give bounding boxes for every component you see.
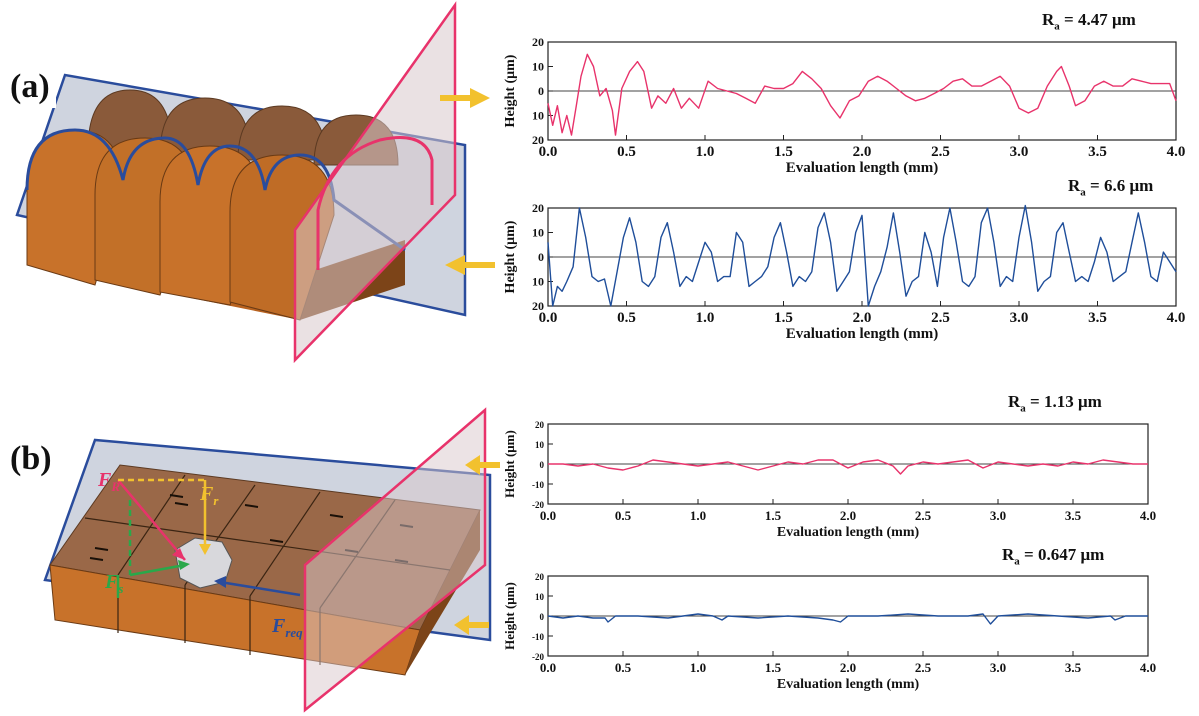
series-line xyxy=(547,613,1148,625)
x-axis-label: Evaluation length (mm) xyxy=(786,326,939,342)
x-tick-label: 2.5 xyxy=(931,144,950,160)
x-tick-label: 0.0 xyxy=(540,660,556,675)
x-tick-label: 0.0 xyxy=(540,508,556,523)
series-line xyxy=(547,204,1177,307)
force-label-fs: Fs xyxy=(104,571,123,596)
y-tick-label: 0 xyxy=(538,250,544,264)
x-tick-label: 3.5 xyxy=(1065,660,1082,675)
roughness-chart-1: 0.0 0.5 1.0 1.5 2.0 2.5 3.0 3.5 4.0 20 10 0 10 20 Eval… xyxy=(503,35,1186,176)
x-axis-label: Evaluation length (mm) xyxy=(777,525,920,540)
x-tick-label: 1.5 xyxy=(765,660,782,675)
ra-label-1: Ra = 4.47 μm xyxy=(1042,10,1136,33)
panel-b-illustration: FR Fr Fs Freq xyxy=(43,407,500,713)
x-axis-label: Evaluation length (mm) xyxy=(777,677,920,692)
pink-profile-outline xyxy=(316,136,434,270)
y-tick-label: 10 xyxy=(532,109,544,123)
x-tick-label: 3.0 xyxy=(990,660,1006,675)
y-tick-label: 0 xyxy=(540,460,545,470)
x-tick-label: 4.0 xyxy=(1140,508,1156,523)
force-label-ft: Fr xyxy=(199,483,219,508)
y-tick-label: 0 xyxy=(538,84,544,98)
panel-b-label: (b) xyxy=(4,438,58,480)
panel-a-label: (a) xyxy=(4,66,56,108)
ra-label-3: Ra = 1.13 μm xyxy=(1008,392,1102,415)
y-tick-label: 20 xyxy=(535,420,545,430)
x-tick-label: 3.0 xyxy=(1010,310,1029,326)
roughness-chart-3: 0.0 0.5 1.0 1.5 2.0 2.5 3.0 3.5 4.0 20 10 0 -10 -20 Ev… xyxy=(502,420,1156,540)
pink-section-plane-b xyxy=(303,407,487,713)
pink-section-plane xyxy=(293,1,457,364)
x-tick-label: 0.5 xyxy=(617,144,636,160)
x-tick-label: 3.0 xyxy=(1010,144,1029,160)
y-tick-label: 10 xyxy=(535,592,545,602)
x-tick-label: 1.5 xyxy=(774,144,793,160)
x-tick-label: 4.0 xyxy=(1167,144,1186,160)
y-tick-label: 10 xyxy=(535,440,545,450)
x-tick-label: 0.0 xyxy=(539,144,558,160)
y-axis-label: Height (μm) xyxy=(503,54,518,127)
force-label-freq: Freq xyxy=(271,615,303,640)
x-tick-label: 0.0 xyxy=(539,310,558,326)
y-axis-label: Height (μm) xyxy=(502,430,517,498)
y-tick-label: -20 xyxy=(532,500,544,510)
ra-label-4: Ra = 0.647 μm xyxy=(1002,545,1105,568)
x-tick-label: 2.0 xyxy=(840,660,856,675)
series-line xyxy=(547,53,1177,136)
x-tick-label: 2.0 xyxy=(853,310,872,326)
x-tick-label: 1.5 xyxy=(765,508,782,523)
arrow-to-chart-2 xyxy=(445,255,495,275)
x-tick-label: 2.5 xyxy=(931,310,950,326)
x-tick-label: 0.5 xyxy=(615,660,632,675)
force-vectors xyxy=(116,478,301,598)
x-tick-label: 4.0 xyxy=(1167,310,1186,326)
ra-label-2: Ra = 6.6 μm xyxy=(1068,176,1154,199)
roughness-chart-4: 0.0 0.5 1.0 1.5 2.0 2.5 3.0 3.5 4.0 20 10 0 -10 -20 Ev… xyxy=(502,572,1156,692)
blue-profile-outline xyxy=(25,128,406,252)
arrow-to-chart-1 xyxy=(440,88,490,108)
y-tick-label: 20 xyxy=(532,133,544,147)
arrow-to-chart-3 xyxy=(465,455,500,475)
x-tick-label: 2.5 xyxy=(915,660,932,675)
y-tick-label: 20 xyxy=(535,572,545,582)
x-tick-label: 1.0 xyxy=(690,508,706,523)
y-tick-label: -10 xyxy=(532,632,544,642)
x-tick-label: 3.0 xyxy=(990,508,1006,523)
abrasive-grain xyxy=(174,537,233,589)
x-tick-label: 1.0 xyxy=(696,310,715,326)
y-tick-label: 20 xyxy=(532,299,544,313)
y-tick-label: -20 xyxy=(532,652,544,662)
x-tick-label: 2.5 xyxy=(915,508,932,523)
x-tick-label: 2.0 xyxy=(853,144,872,160)
y-tick-label: 0 xyxy=(540,612,545,622)
x-tick-label: 3.5 xyxy=(1065,508,1082,523)
x-tick-label: 2.0 xyxy=(840,508,856,523)
x-tick-label: 0.5 xyxy=(615,508,632,523)
y-axis-label: Height (μm) xyxy=(503,220,518,293)
x-axis-label: Evaluation length (mm) xyxy=(786,160,939,176)
roughness-chart-2: 0.0 0.5 1.0 1.5 2.0 2.5 3.0 3.5 4.0 20 10 0 10 20 Eval… xyxy=(503,201,1186,342)
series-line xyxy=(548,459,1148,475)
y-tick-label: 10 xyxy=(532,60,544,74)
x-tick-label: 1.5 xyxy=(774,310,793,326)
y-tick-label: 10 xyxy=(532,275,544,289)
panel-a-illustration xyxy=(15,1,495,364)
force-label-fr: FR xyxy=(97,469,120,494)
x-tick-label: 0.5 xyxy=(617,310,636,326)
x-tick-label: 1.0 xyxy=(690,660,706,675)
x-tick-label: 4.0 xyxy=(1140,660,1156,675)
y-axis-label: Height (μm) xyxy=(502,582,517,650)
y-tick-label: 20 xyxy=(532,201,544,215)
x-tick-label: 1.0 xyxy=(696,144,715,160)
arrow-to-chart-4 xyxy=(454,615,489,635)
y-tick-label: 20 xyxy=(532,35,544,49)
x-tick-label: 3.5 xyxy=(1088,144,1107,160)
x-tick-label: 3.5 xyxy=(1088,310,1107,326)
y-tick-label: 10 xyxy=(532,226,544,240)
y-tick-label: -10 xyxy=(532,480,544,490)
